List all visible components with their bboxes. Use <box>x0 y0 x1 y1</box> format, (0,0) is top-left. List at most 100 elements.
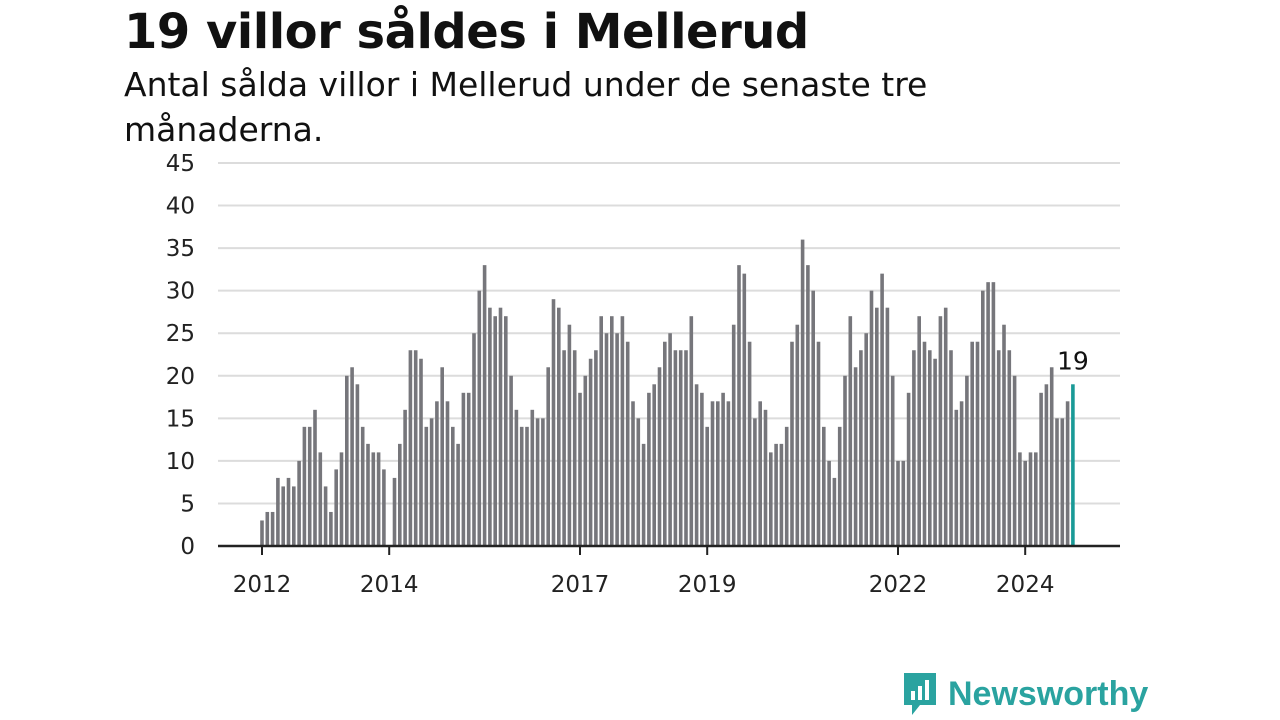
bar <box>641 443 646 546</box>
bar <box>832 477 837 546</box>
bar <box>610 316 614 546</box>
bar <box>731 324 736 546</box>
y-tick-label: 5 <box>180 491 195 517</box>
bar <box>477 290 482 546</box>
bar <box>800 239 805 546</box>
bar <box>875 307 879 546</box>
bar <box>398 443 402 546</box>
bar <box>403 409 407 546</box>
bar <box>360 426 365 546</box>
bar <box>1049 367 1054 546</box>
bar <box>991 282 996 546</box>
bar <box>700 392 704 546</box>
bar <box>1060 418 1065 546</box>
y-tick-label: 45 <box>166 151 195 177</box>
bar <box>482 265 487 546</box>
bars <box>260 239 1075 546</box>
bar <box>466 392 471 546</box>
bar <box>286 477 291 546</box>
bar <box>737 265 741 546</box>
logo-text: Newsworthy <box>948 674 1149 713</box>
bar <box>784 426 789 546</box>
bar <box>705 426 709 546</box>
bar <box>763 409 768 546</box>
bar <box>472 333 476 546</box>
bar <box>456 443 460 546</box>
bar <box>620 316 625 546</box>
bar <box>848 316 853 546</box>
y-tick-label: 10 <box>166 449 195 475</box>
bar <box>334 469 338 546</box>
bar <box>758 401 762 546</box>
y-tick-label: 15 <box>166 406 195 432</box>
bar <box>970 341 974 546</box>
bar <box>975 341 980 546</box>
x-tick-label: 2019 <box>678 572 737 598</box>
bar <box>753 418 757 546</box>
bar <box>716 401 720 546</box>
bar <box>392 477 397 546</box>
bar <box>498 307 503 546</box>
bar <box>292 486 296 546</box>
bar <box>313 409 317 546</box>
bar <box>562 350 566 546</box>
x-tick-label: 2017 <box>551 572 610 598</box>
bar <box>652 384 656 546</box>
bar <box>329 511 333 546</box>
bar <box>816 341 821 546</box>
bar <box>557 307 561 546</box>
bar <box>943 307 948 546</box>
bar <box>535 418 540 546</box>
bar <box>922 341 927 546</box>
bar <box>599 316 603 546</box>
bar <box>928 350 932 546</box>
bar <box>1055 418 1059 546</box>
bar <box>1028 452 1033 546</box>
y-tick-label: 35 <box>166 236 195 262</box>
bar <box>270 511 275 546</box>
bar <box>307 426 312 546</box>
bar <box>440 367 444 546</box>
y-tick-label: 0 <box>180 534 195 560</box>
bar <box>371 452 376 546</box>
bar <box>302 426 307 546</box>
bar <box>514 409 519 546</box>
bar <box>276 477 280 546</box>
chart-title: 19 villor såldes i Mellerud <box>124 4 809 60</box>
bar <box>339 452 344 546</box>
bar <box>435 401 439 546</box>
bar <box>885 307 890 546</box>
bar <box>297 460 301 546</box>
bar <box>811 290 815 546</box>
bar <box>429 418 434 546</box>
bar <box>631 401 635 546</box>
bar <box>859 350 863 546</box>
y-tick-label: 25 <box>166 321 195 347</box>
bar <box>1012 375 1017 546</box>
bar <box>355 384 360 546</box>
bar <box>896 460 900 546</box>
bar <box>625 341 630 546</box>
bar <box>694 384 699 546</box>
bar <box>774 443 778 546</box>
bar <box>572 350 577 546</box>
bar <box>382 469 386 546</box>
bar <box>1023 460 1027 546</box>
bar <box>636 418 641 546</box>
bar <box>795 324 800 546</box>
chart-bubble-icon <box>904 673 936 715</box>
y-tick-label: 30 <box>166 279 195 305</box>
bar <box>901 460 906 546</box>
x-tick-label: 2014 <box>360 572 419 598</box>
bar <box>880 273 884 546</box>
bar <box>1034 452 1038 546</box>
bar <box>323 486 328 546</box>
bar <box>519 426 524 546</box>
bar <box>1065 401 1070 546</box>
bar <box>790 341 794 546</box>
x-tick-label: 2024 <box>996 572 1055 598</box>
bar <box>583 375 588 546</box>
bar <box>906 392 911 546</box>
chart-subtitle: Antal sålda villor i Mellerud under de s… <box>124 65 928 149</box>
bar <box>912 350 916 546</box>
